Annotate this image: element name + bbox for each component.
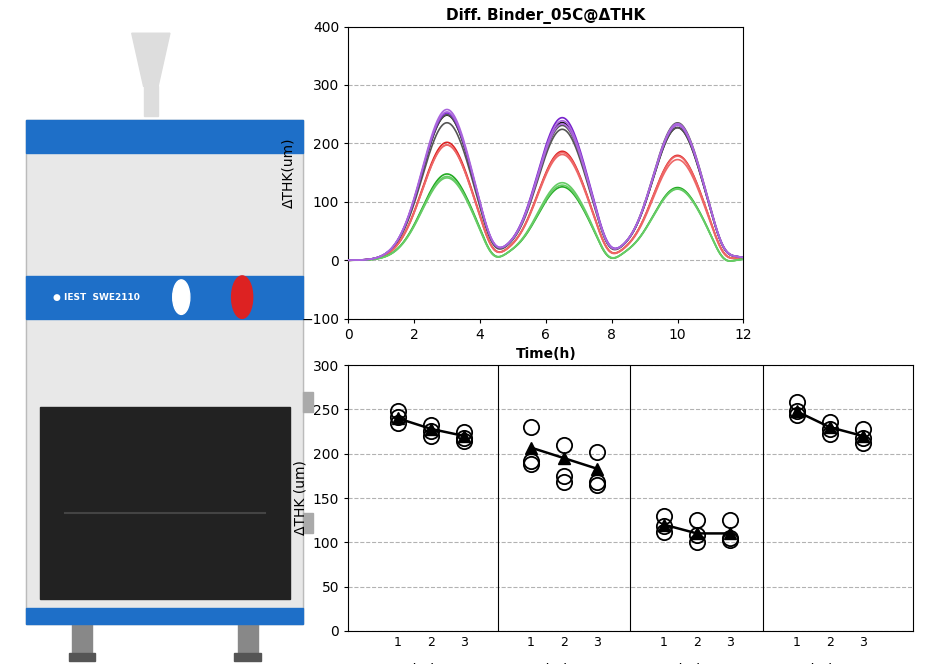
Text: BinderA: BinderA [404, 663, 458, 664]
X-axis label: Time(h): Time(h) [516, 347, 576, 361]
Text: BinderC: BinderC [777, 206, 851, 224]
Bar [26, 276, 303, 319]
Text: BinderB: BinderB [777, 143, 851, 161]
Y-axis label: ΔTHK(um): ΔTHK(um) [281, 137, 295, 208]
Polygon shape [132, 33, 170, 86]
Bar [144, 86, 158, 116]
Bar [238, 624, 258, 654]
Text: BinderD: BinderD [776, 269, 852, 288]
Bar [40, 407, 290, 599]
Text: BinderC: BinderC [669, 663, 725, 664]
Bar [26, 120, 303, 153]
Text: BinderA: BinderA [776, 80, 852, 98]
Circle shape [173, 280, 190, 314]
Bar [234, 653, 261, 661]
Text: BinderD: BinderD [802, 663, 858, 664]
Text: ● IEST  SWE2110: ● IEST SWE2110 [53, 293, 139, 301]
Bar [303, 513, 312, 533]
Bar [303, 392, 312, 412]
Bar [72, 624, 91, 654]
Title: Diff. Binder_05C@ΔTHK: Diff. Binder_05C@ΔTHK [446, 7, 646, 24]
Bar [26, 120, 303, 624]
Circle shape [231, 276, 253, 318]
Y-axis label: ΔTHK (um): ΔTHK (um) [294, 461, 307, 535]
Text: BinderB: BinderB [536, 663, 592, 664]
Bar [26, 120, 303, 624]
Bar [26, 608, 303, 624]
Bar [69, 653, 95, 661]
